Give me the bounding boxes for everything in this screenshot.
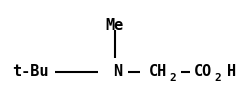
Text: H: H [226, 65, 235, 79]
Text: N: N [113, 65, 122, 79]
Text: 2: 2 [169, 73, 176, 83]
Text: 2: 2 [214, 73, 220, 83]
Text: CO: CO [193, 65, 211, 79]
Text: Me: Me [106, 18, 124, 33]
Text: CH: CH [148, 65, 167, 79]
Text: t-Bu: t-Bu [12, 65, 48, 79]
